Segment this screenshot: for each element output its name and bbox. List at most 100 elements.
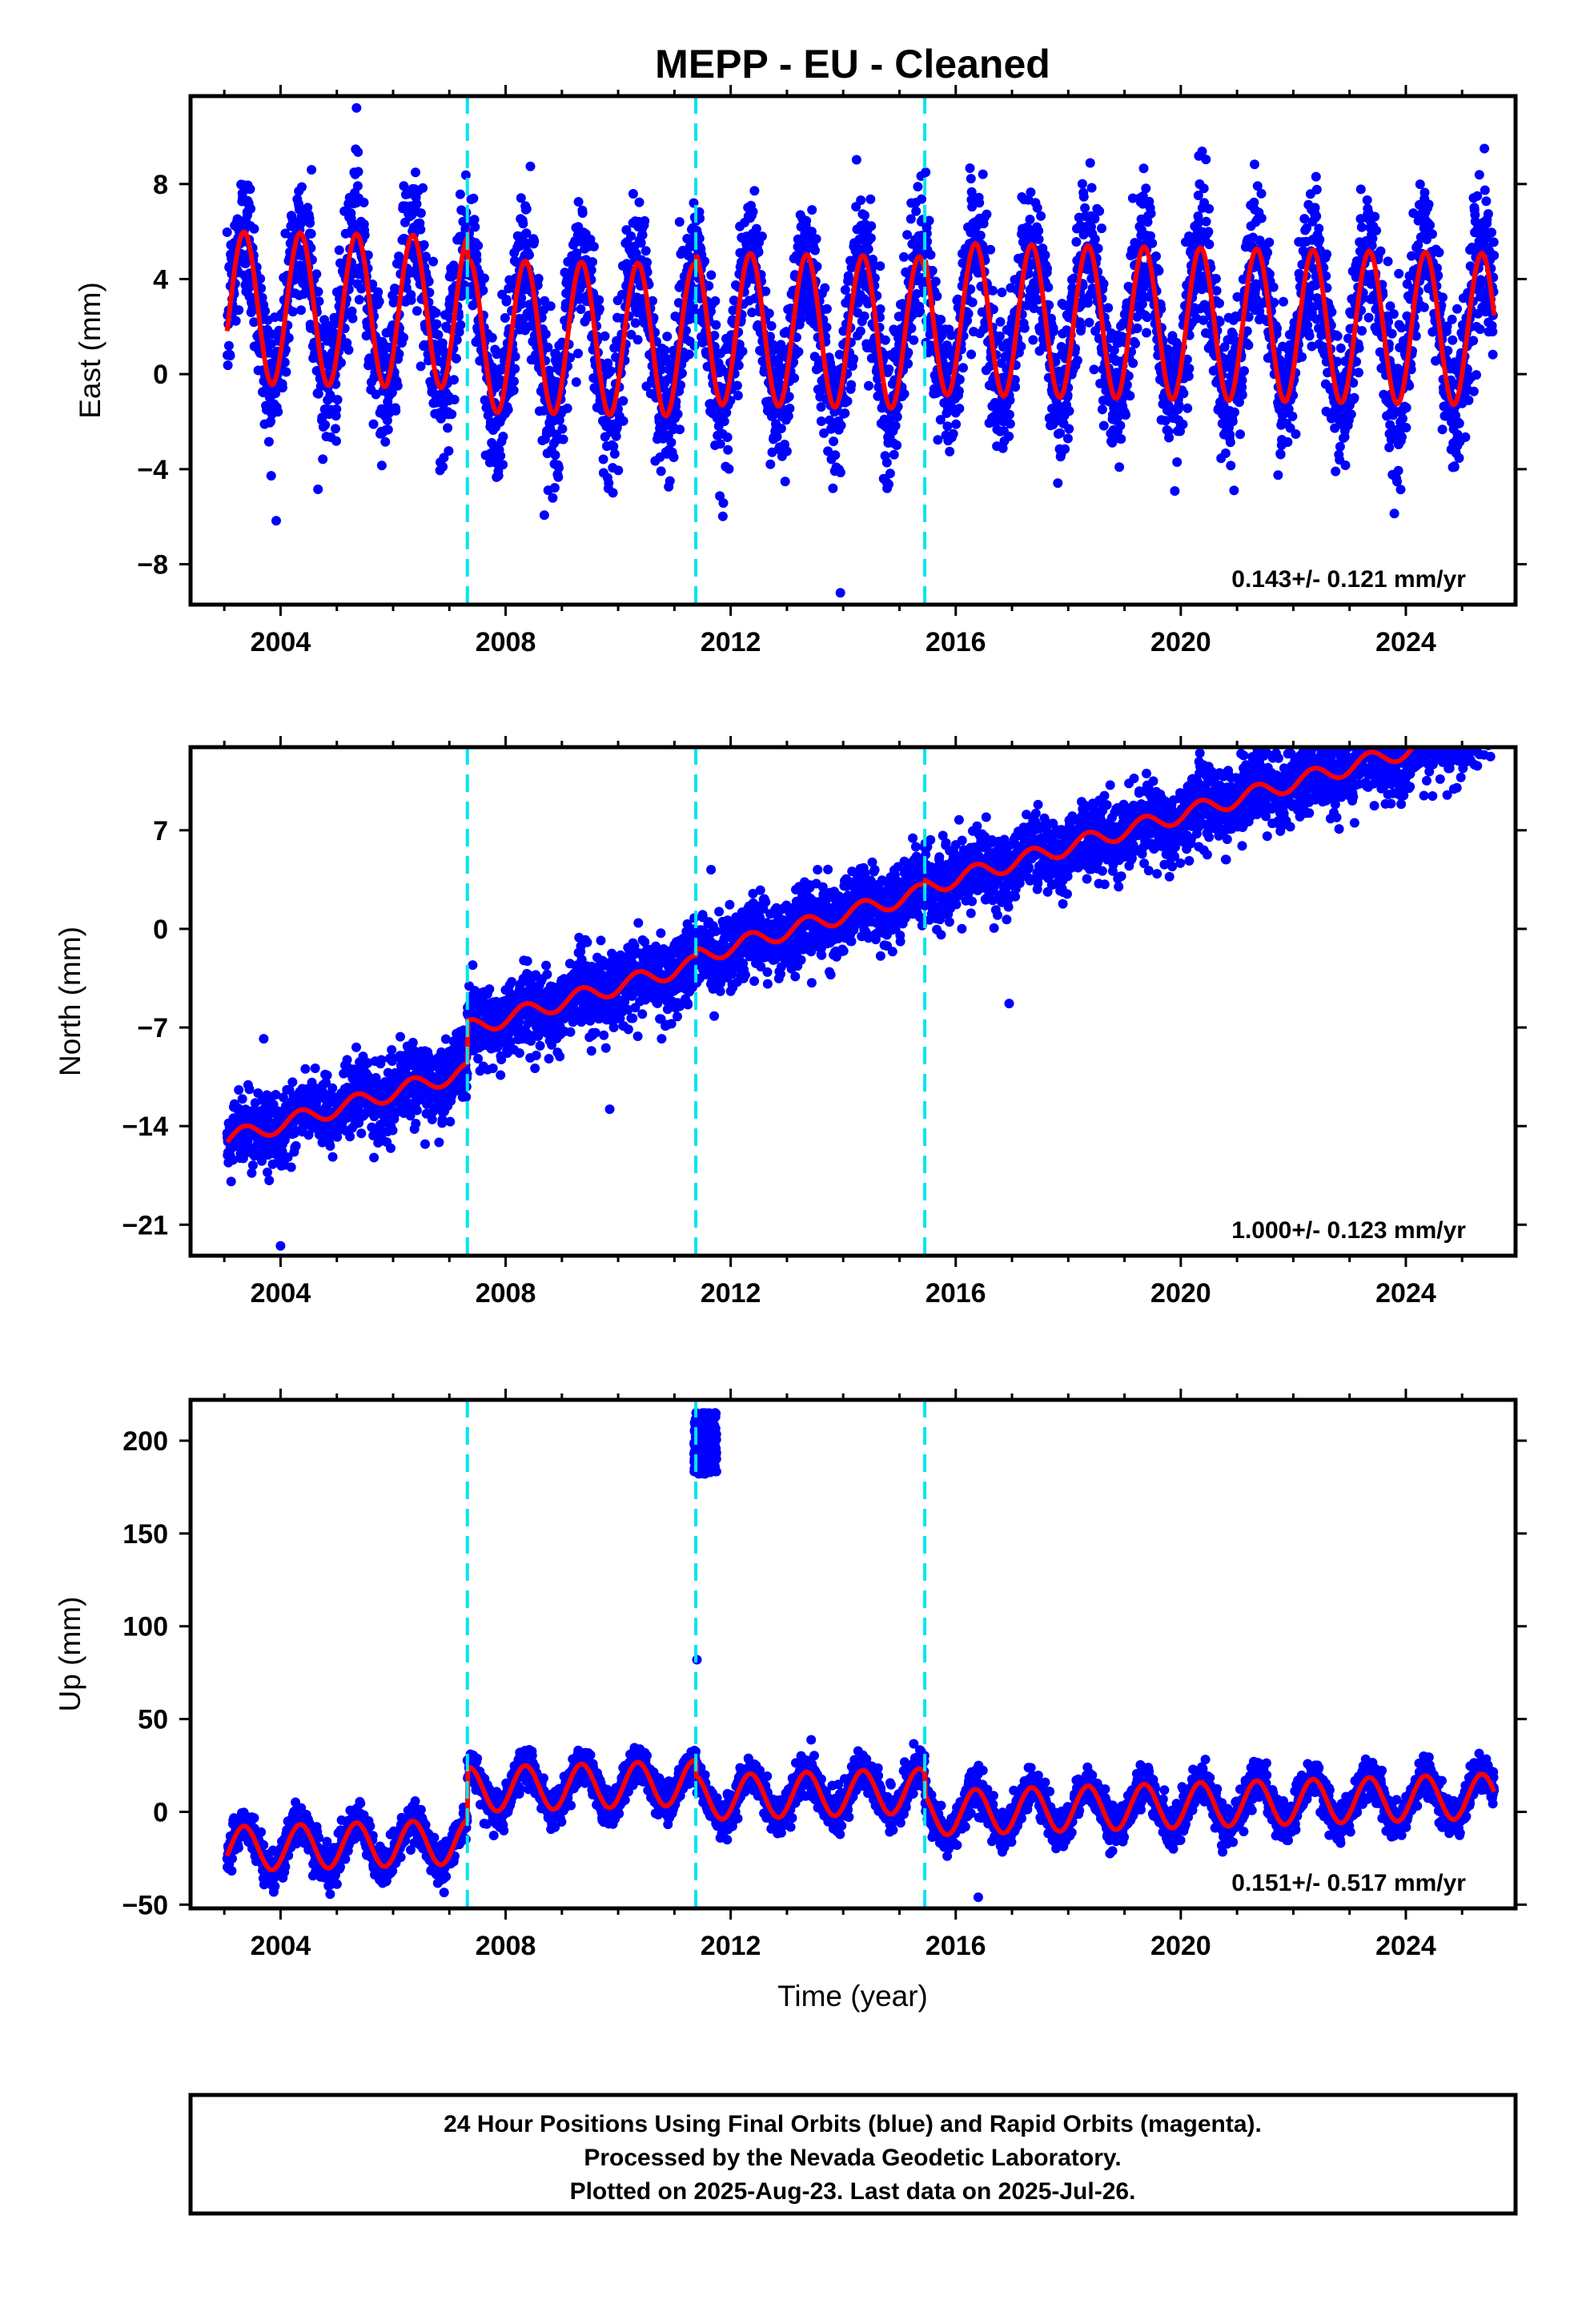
data-point <box>1072 356 1082 366</box>
data-point <box>418 183 428 193</box>
data-point <box>932 291 942 301</box>
data-point <box>516 299 527 309</box>
data-point <box>376 460 387 471</box>
data-point <box>856 195 866 205</box>
data-point <box>533 273 544 283</box>
data-point <box>577 208 588 218</box>
data-point <box>811 234 821 244</box>
data-point <box>1291 429 1301 439</box>
data-point <box>401 283 412 293</box>
data-point <box>1419 187 1430 198</box>
data-point <box>1215 298 1224 308</box>
data-point <box>1283 437 1293 447</box>
data-point <box>277 383 287 393</box>
data-point <box>718 498 729 509</box>
data-point <box>974 198 985 208</box>
data-point <box>806 227 817 237</box>
data-point <box>1447 314 1457 324</box>
data-point <box>823 446 833 456</box>
data-point <box>480 273 489 283</box>
data-point <box>529 236 540 247</box>
data-point <box>266 471 276 481</box>
data-point <box>1287 411 1298 421</box>
data-point <box>1090 234 1100 244</box>
data-point <box>875 261 885 271</box>
data-point <box>223 340 234 351</box>
data-point <box>747 308 757 318</box>
data-point <box>331 436 341 446</box>
data-point <box>359 197 369 207</box>
data-point <box>456 320 466 330</box>
data-point <box>608 441 619 452</box>
data-point <box>783 411 793 421</box>
data-point <box>371 389 381 400</box>
data-point <box>1480 143 1490 154</box>
data-point <box>1164 432 1174 443</box>
data-point <box>1025 215 1035 224</box>
data-point <box>631 248 641 259</box>
data-point <box>855 326 865 336</box>
data-point <box>488 362 498 372</box>
data-point <box>865 233 876 243</box>
data-point <box>757 231 767 242</box>
data-point <box>1089 364 1099 375</box>
data-point <box>550 450 560 460</box>
data-point <box>1398 413 1407 424</box>
data-point <box>807 205 817 215</box>
data-point <box>785 404 795 413</box>
data-point <box>1137 299 1147 309</box>
data-point <box>516 193 526 203</box>
data-point <box>766 321 777 331</box>
data-point <box>1182 403 1193 413</box>
data-point <box>509 376 519 387</box>
data-point <box>764 308 774 319</box>
data-point <box>1097 404 1107 415</box>
data-point <box>557 424 568 434</box>
data-point <box>849 354 859 364</box>
data-point <box>1174 400 1184 410</box>
data-point <box>1060 444 1070 454</box>
data-point <box>347 313 358 324</box>
data-point <box>1028 335 1038 345</box>
data-point <box>704 281 714 291</box>
data-point <box>722 432 733 442</box>
data-point <box>1225 437 1235 448</box>
data-point <box>1115 420 1126 431</box>
data-point <box>279 357 290 368</box>
data-point <box>1480 185 1490 195</box>
data-point <box>1335 343 1346 353</box>
data-point <box>673 409 683 420</box>
data-point <box>313 287 323 297</box>
data-point <box>840 408 850 418</box>
data-point <box>419 239 429 250</box>
data-point <box>1371 225 1382 235</box>
data-point <box>451 353 461 364</box>
data-point <box>719 416 729 427</box>
data-point <box>524 250 534 260</box>
data-point <box>572 248 582 259</box>
data-point <box>1383 256 1393 267</box>
data-point <box>666 437 677 448</box>
data-point <box>1204 203 1215 214</box>
data-point <box>1170 486 1180 497</box>
data-point <box>1349 392 1359 403</box>
data-point <box>320 420 331 430</box>
data-point <box>352 181 363 191</box>
data-point <box>1147 238 1158 248</box>
data-point <box>525 161 536 171</box>
data-point <box>640 215 650 226</box>
data-point <box>825 415 835 425</box>
data-point <box>498 432 508 442</box>
data-point <box>1483 209 1493 219</box>
data-point <box>1331 466 1341 476</box>
data-point <box>626 329 636 340</box>
data-point <box>700 256 710 267</box>
data-point <box>1363 312 1374 323</box>
data-point <box>249 223 259 234</box>
data-point <box>662 332 673 342</box>
data-point <box>863 244 873 255</box>
data-point <box>1250 159 1259 170</box>
data-point <box>733 360 744 371</box>
data-point <box>263 436 274 447</box>
data-point <box>331 404 342 414</box>
